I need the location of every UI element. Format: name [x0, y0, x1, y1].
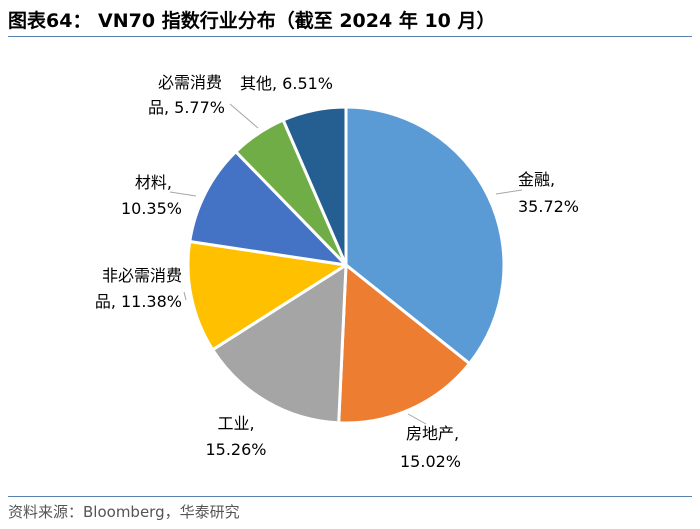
slice-label-3: 工业, — [217, 414, 254, 433]
pie-slice-3 — [211, 263, 348, 425]
pie-slice-1 — [344, 105, 506, 366]
slice-value-4: 品, 11.38% — [95, 292, 182, 311]
slice-label-7: 其他, 6.51% — [240, 74, 333, 93]
leader-line-2 — [407, 413, 427, 425]
slice-value-5: 10.35% — [121, 199, 182, 218]
leader-line-1 — [495, 189, 523, 195]
slice-label-1: 金融, — [518, 170, 555, 189]
slice-label-4: 非必需消费 — [102, 266, 182, 285]
leader-line-6 — [229, 103, 259, 129]
pie-slice-4 — [186, 240, 348, 352]
leader-line-4 — [183, 291, 187, 301]
slice-value-3: 15.26% — [205, 440, 266, 459]
slice-label-5: 材料, — [135, 173, 172, 192]
title-divider — [8, 36, 692, 37]
source-note: 资料来源：Bloomberg，华泰研究 — [8, 503, 240, 521]
chart-title: 图表64： VN70 指数行业分布（截至 2024 年 10 月） — [8, 10, 496, 32]
slice-value-1: 35.72% — [518, 197, 579, 216]
slice-value-6: 品, 5.77% — [148, 98, 225, 117]
source-divider — [8, 496, 692, 497]
slice-label-6: 必需消费 — [158, 73, 222, 92]
leader-line-5 — [169, 191, 197, 197]
pie-slice-2 — [337, 263, 472, 425]
pie-slice-5 — [188, 150, 348, 267]
slice-label-2: 房地产, — [406, 424, 459, 443]
pie-slice-7 — [281, 105, 348, 267]
slice-value-2: 15.02% — [400, 452, 461, 471]
